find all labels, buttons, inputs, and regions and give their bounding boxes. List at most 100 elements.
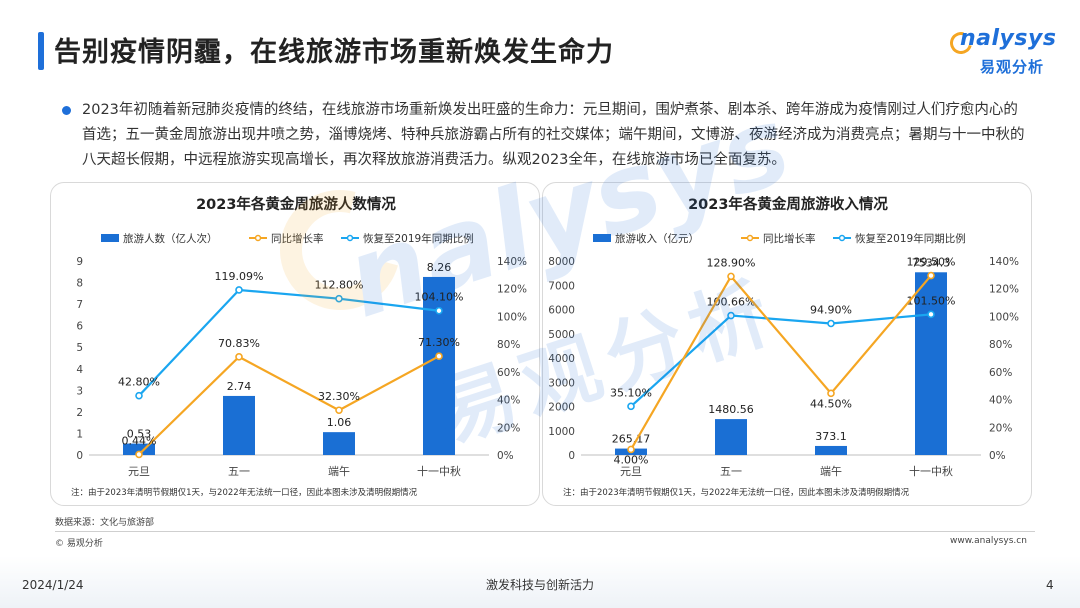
left-axis-tick-label: 6000 — [548, 305, 575, 317]
category-label: 五一 — [720, 465, 742, 478]
data-source: 数据来源：文化与旅游部 — [55, 518, 155, 528]
left-axis-tick-label: 2000 — [548, 402, 575, 414]
bar-2 — [815, 445, 847, 455]
right-axis-tick-label: 60% — [989, 367, 1012, 379]
right-axis-tick-label: 140% — [989, 256, 1019, 268]
growth-point — [435, 352, 443, 360]
chart-panel-revenue: 2023年各黄金周旅游收入情况 旅游收入（亿元） 同比增长率 恢复至2019年同期比例… — [542, 182, 1032, 506]
growth-value-label: 4.00% — [614, 453, 649, 466]
recovery-value-label: 94.90% — [810, 303, 852, 316]
bar-value-label: 265.17 — [612, 433, 651, 446]
footer-slogan: 激发科技与创新活力 — [485, 578, 594, 592]
footer-date: 2024/1/24 — [22, 578, 84, 592]
chart-panel-visitors: 2023年各黄金周旅游人数情况旅游人数（亿人次） 同比增长率 恢复至2019年同期比… — [50, 182, 540, 506]
category-label: 十一中秋 — [417, 464, 461, 478]
recovery-point — [335, 294, 343, 303]
chart-title: 2023年各黄金周旅游人数情况 — [196, 195, 396, 213]
footer-background — [0, 556, 1080, 608]
recovery-value-label: 104.10% — [415, 291, 464, 304]
category-label: 五一 — [228, 465, 250, 478]
growth-point — [927, 271, 935, 280]
bar-value-label: 2.74 — [227, 380, 252, 393]
left-axis-tick-label: 5000 — [548, 329, 575, 341]
left-axis-tick-label: 8000 — [548, 256, 575, 268]
recovery-line — [138, 288, 440, 397]
bar-value-label: 1480.56 — [708, 403, 754, 416]
left-axis-tick-label: 1000 — [548, 426, 575, 438]
bar-1 — [715, 419, 747, 455]
growth-value-label: 0.44% — [122, 434, 157, 447]
growth-value-label: 44.50% — [810, 397, 852, 410]
bar-value-label: 8.26 — [427, 261, 452, 274]
chart-title: 2023年各黄金周旅游收入情况 — [688, 195, 888, 213]
left-axis-tick-label: 0 — [568, 450, 575, 462]
recovery-point — [727, 311, 735, 320]
right-axis-tick-label: 40% — [989, 395, 1012, 407]
recovery-point — [135, 391, 143, 400]
bar-value-label: 373.1 — [815, 430, 847, 443]
recovery-value-label: 119.09% — [215, 270, 264, 283]
analysys-logo: nalysys 易观分析 — [945, 26, 1060, 82]
bar-3 — [915, 272, 947, 455]
title-accent-bar — [38, 32, 44, 70]
bar-value-label: 1.06 — [327, 416, 352, 429]
left-axis-tick-label: 3 — [76, 385, 83, 397]
right-axis-tick-label: 120% — [989, 284, 1019, 296]
legend-label-recovery: 恢复至2019年同期比例 — [855, 232, 966, 245]
left-axis-tick-label: 0 — [76, 450, 83, 462]
recovery-value-label: 101.50% — [907, 294, 956, 307]
legend-label-growth: 同比增长率 — [271, 232, 324, 245]
growth-point — [335, 406, 343, 415]
growth-line — [138, 355, 440, 456]
intro-paragraph: 2023年初随着新冠肺炎疫情的终结，在线旅游市场重新焕发出旺盛的生命力：元旦期间… — [82, 102, 1025, 168]
bar-2 — [323, 432, 355, 455]
page-number: 4 — [1046, 578, 1054, 592]
copyright: © 易观分析 — [55, 539, 103, 549]
growth-point — [827, 389, 835, 398]
legend-label-bar: 旅游人数（亿人次） — [123, 232, 218, 245]
legend-marker-recovery — [838, 234, 846, 242]
bar-1 — [223, 395, 255, 455]
website-link[interactable]: www.analysys.cn — [950, 536, 1027, 546]
recovery-point — [235, 286, 243, 294]
left-axis-tick-label: 9 — [76, 256, 83, 268]
left-axis-tick-label: 2 — [76, 407, 83, 419]
right-axis-tick-label: 20% — [989, 422, 1012, 434]
right-axis-tick-label: 100% — [989, 311, 1019, 323]
legend-marker-growth — [746, 234, 754, 242]
logo-chinese-name: 易观分析 — [980, 58, 1045, 76]
left-axis-tick-label: 4 — [76, 364, 83, 376]
legend-marker-growth — [254, 234, 262, 242]
bar-value-label: 0.53 — [127, 428, 152, 441]
growth-value-label: 71.30% — [418, 336, 460, 349]
legend-marker-recovery — [346, 234, 354, 242]
growth-point — [235, 353, 243, 361]
recovery-point — [435, 306, 443, 315]
category-label: 元旦 — [620, 465, 642, 478]
recovery-point — [627, 402, 635, 411]
right-axis-tick-label: 20% — [497, 422, 520, 434]
left-axis-tick-label: 3000 — [548, 377, 575, 389]
bar-0 — [123, 443, 155, 455]
growth-point — [627, 445, 635, 454]
recovery-value-label: 42.80% — [118, 376, 160, 389]
recovery-value-label: 112.80% — [315, 279, 364, 292]
left-axis-tick-label: 8 — [76, 278, 83, 290]
recovery-point — [827, 319, 835, 328]
right-axis-tick-label: 80% — [497, 339, 520, 351]
left-axis-tick-label: 7 — [76, 299, 83, 311]
bar-3 — [423, 276, 455, 455]
recovery-point — [927, 310, 935, 319]
legend-label-growth: 同比增长率 — [763, 232, 816, 245]
legend-label-recovery: 恢复至2019年同期比例 — [363, 232, 474, 245]
chart-note: 注：由于2023年清明节假期仅1天，与2022年无法统一口径，因此本图未涉及清明… — [563, 487, 910, 498]
growth-point — [727, 272, 735, 281]
right-axis-tick-label: 120% — [497, 284, 527, 296]
growth-line — [630, 274, 932, 451]
right-axis-tick-label: 100% — [497, 311, 527, 323]
growth-value-label: 129.50% — [907, 256, 956, 269]
bar-value-label: 7534.3 — [912, 256, 951, 269]
recovery-value-label: 35.10% — [610, 386, 652, 399]
